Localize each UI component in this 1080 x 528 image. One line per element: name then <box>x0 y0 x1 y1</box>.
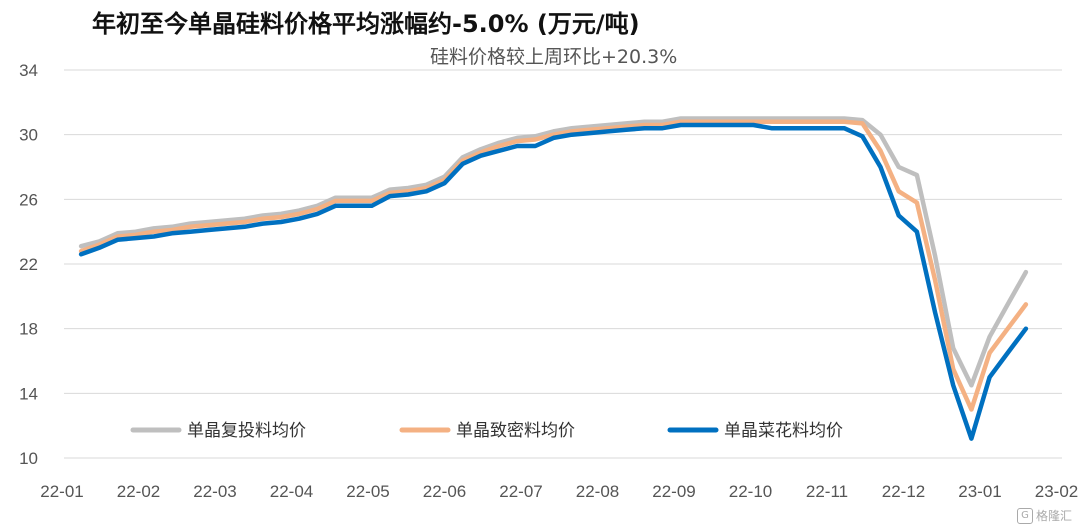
x-tick-label: 22-05 <box>346 482 389 501</box>
y-tick-label: 14 <box>19 384 38 403</box>
series-lines <box>78 116 1029 441</box>
x-tick-label: 22-01 <box>40 482 83 501</box>
x-tick-label: 22-02 <box>117 482 160 501</box>
y-tick-label: 10 <box>19 449 38 468</box>
series-line-2 <box>78 119 1029 412</box>
watermark-logo-icon: G <box>1016 507 1033 524</box>
series-line-1 <box>78 116 1029 388</box>
x-tick-label: 22-08 <box>576 482 619 501</box>
chart-title: 年初至今单晶硅料价格平均涨幅约-5.0% (万元/吨) <box>92 10 640 38</box>
x-tick-label: 22-11 <box>806 482 848 501</box>
y-tick-label: 22 <box>19 255 38 274</box>
x-tick-label: 22-04 <box>270 482 313 501</box>
x-tick-label: 22-06 <box>423 482 466 501</box>
x-tick-label: 22-10 <box>729 482 772 501</box>
chart-subtitle: 硅料价格较上周环比+20.3% <box>430 46 678 68</box>
y-tick-label: 30 <box>19 126 38 145</box>
x-tick-label: 22-09 <box>652 482 695 501</box>
legend-label: 单晶致密料均价 <box>456 421 575 441</box>
x-tick-label: 22-07 <box>499 482 542 501</box>
x-tick-label: 23-01 <box>958 482 1001 501</box>
x-tick-label: 23-02 <box>1035 482 1078 501</box>
legend: 单晶复投料均价 单晶致密料均价 单晶菜花料均价 <box>130 421 843 441</box>
watermark-text: 格隆汇 <box>1035 509 1072 523</box>
y-axis-ticks: 10 14 18 22 26 30 34 <box>19 61 38 468</box>
legend-label: 单晶菜花料均价 <box>724 421 843 441</box>
legend-label: 单晶复投料均价 <box>187 421 306 441</box>
x-axis-ticks: 22-01 22-02 22-03 22-04 22-05 22-06 22-07 22-08… <box>40 482 1078 501</box>
y-tick-label: 34 <box>19 61 38 80</box>
y-tick-label: 18 <box>19 320 38 339</box>
x-tick-label: 22-12 <box>882 482 925 501</box>
y-tick-label: 26 <box>19 190 38 209</box>
watermark: G 格隆汇 <box>1016 507 1072 524</box>
series-line-3 <box>78 122 1029 441</box>
x-tick-label: 22-03 <box>193 482 236 501</box>
